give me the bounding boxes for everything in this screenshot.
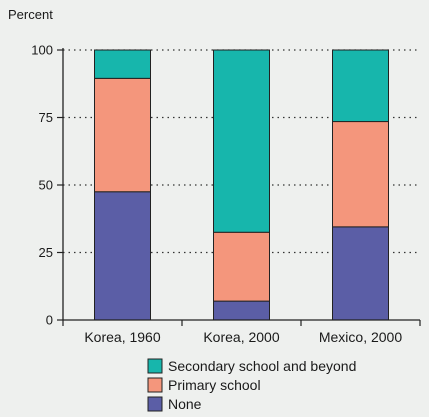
y-tick-label: 25 [39,245,53,260]
bar-segment [213,300,270,321]
legend-swatch [147,358,163,374]
bar-segment [94,191,151,321]
legend-swatch [147,377,163,393]
bar-segment [332,226,389,321]
bar-segment [213,49,270,233]
x-ticks: Korea, 1960 Korea, 2000 Mexico, 2000 [84,329,402,345]
y-tick-label: 100 [31,43,53,58]
x-tick-label: Korea, 2000 [203,329,279,345]
axes [62,48,421,326]
legend-label: None [168,396,202,412]
bar-segment [94,49,151,79]
bar-segment [332,121,389,228]
y-tick-label: 0 [46,313,53,328]
x-tick-label: Mexico, 2000 [319,329,402,345]
legend-label: Secondary school and beyond [168,358,356,374]
legend: Secondary school and beyond Primary schoo… [147,358,356,412]
bar-segment [332,49,389,123]
y-ticks: 0 25 50 75 100 [31,43,63,328]
bar-segment [94,77,151,193]
x-tick-label: Korea, 1960 [84,329,160,345]
legend-label: Primary school [168,377,261,393]
y-tick-label: 50 [39,178,53,193]
bar-segment [213,231,270,302]
y-tick-label: 75 [39,110,53,125]
bars [94,49,389,321]
legend-swatch [147,396,163,412]
y-axis-label: Percent [8,7,53,22]
